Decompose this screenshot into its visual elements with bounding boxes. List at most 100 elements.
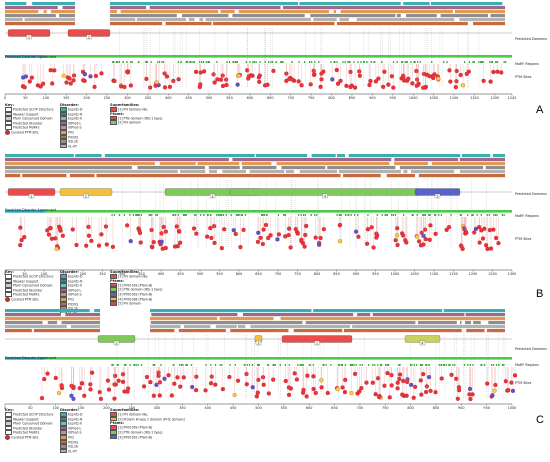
morf-mark — [355, 364, 357, 366]
ptm-site — [86, 233, 92, 238]
ptm-site — [271, 377, 276, 382]
axis-tick-label: 1000 — [409, 96, 418, 100]
morf-mark — [450, 214, 452, 216]
morf-mark — [406, 61, 408, 63]
disorder-track-bar — [60, 18, 75, 22]
ptm-site — [205, 234, 210, 239]
disorder-track-gap — [147, 321, 151, 325]
ptm-site — [492, 388, 497, 393]
legend-swatch — [60, 143, 67, 149]
morf-mark — [471, 214, 473, 216]
ptm-site — [473, 226, 479, 231]
ptm-site — [53, 236, 58, 241]
legend-disorder-label: PrDOS — [68, 301, 79, 306]
ptm-site — [357, 69, 362, 74]
ptm-site — [406, 76, 411, 81]
legend-key-item: Pfam Conserved Domain — [5, 283, 75, 288]
disorder-track-gap — [245, 170, 250, 174]
ptm-site — [212, 224, 217, 229]
ptm-site — [481, 78, 486, 83]
morf-mark — [267, 364, 269, 366]
disorder-track-gap — [480, 321, 486, 325]
morf-mark — [111, 364, 113, 366]
ptm-site — [231, 228, 236, 233]
disorder-track-gap — [302, 321, 306, 325]
ptm-site — [357, 73, 362, 78]
morf-mark — [190, 364, 193, 366]
legend-swatch — [110, 291, 117, 297]
legend-swatch — [5, 283, 12, 288]
legend-disorder-label: PrDOS — [68, 134, 79, 139]
legend-disorder-label: Espritz-X — [68, 283, 82, 288]
morf-mark — [491, 61, 493, 63]
disorder-track-bar — [5, 6, 60, 10]
legend-disorder-item: Espritz-N — [60, 111, 110, 117]
disorder-agreement-label: Predicted Disorder Agreement — [5, 208, 57, 212]
axis-tick-label: 800 — [314, 272, 320, 276]
ptm-site — [454, 68, 459, 74]
disorder-track-gap — [502, 2, 508, 6]
morf-mark — [438, 364, 440, 366]
disorder-agreement-bar — [5, 55, 512, 58]
disorder-track-bar — [150, 317, 505, 321]
ptm-site — [151, 393, 156, 398]
disorder-track-bar — [5, 162, 60, 166]
disorder-track-gap — [60, 313, 66, 317]
ptm-site — [424, 384, 429, 389]
disorder-track-bar — [112, 158, 505, 162]
ptm-site — [395, 380, 400, 385]
legend-disorder-label: PV2 — [68, 130, 75, 135]
morf-mark — [183, 214, 185, 216]
morf-mark — [381, 61, 383, 63]
ptm-site — [105, 378, 110, 383]
ptm-site — [436, 76, 441, 81]
morf-mark — [284, 214, 286, 216]
morf-mark — [399, 364, 401, 366]
ptm-site — [227, 374, 232, 380]
ptm-site — [414, 83, 419, 88]
disorder-track-gap — [103, 6, 109, 10]
axis-tick-label: 450 — [185, 96, 191, 100]
legend-pfam-item: [2] PTB domain (IRS-1 type) — [110, 429, 260, 435]
panel-c: 2 3 1 4 0 50 100 150 200 250 300 350 400 450 500 550 600… — [0, 307, 550, 462]
morf-mark — [273, 364, 275, 366]
axis-tick-label: 1050 — [429, 96, 438, 100]
ptm-site — [220, 387, 225, 392]
disorder-track-gap — [454, 170, 460, 174]
axis-tick-label: 0 — [4, 272, 6, 276]
axis-tick-label: 50 — [23, 96, 27, 100]
legend-key-label: Curated PTM Site — [11, 130, 39, 135]
morf-mark — [341, 364, 343, 366]
ptm-site — [171, 78, 176, 83]
ptm-site — [23, 74, 29, 79]
disorder-track-gap — [180, 325, 184, 329]
ptm-site — [460, 83, 466, 88]
ptm-site — [148, 380, 153, 385]
ptm-site — [198, 70, 203, 75]
morf-mark — [283, 214, 285, 216]
morf-mark — [350, 364, 353, 366]
axis-tick-label: 900 — [353, 272, 359, 276]
morf-mark — [129, 364, 131, 366]
ptm-site — [256, 75, 261, 80]
legend-swatch — [110, 120, 117, 125]
ptm-site — [417, 239, 422, 244]
morf-mark — [145, 61, 147, 63]
legend-superfamilies: Superfamilies: [1] PH domain-like Pfams: [1… — [110, 103, 260, 125]
disorder-track-gap — [293, 170, 300, 174]
disorder-track-gap — [254, 154, 256, 158]
morf-mark — [274, 364, 276, 366]
ptm-site — [64, 80, 69, 85]
morf-mark — [416, 364, 418, 366]
ptm-site — [352, 371, 358, 376]
axis-tick-label: 200 — [80, 272, 86, 276]
panel-a: 1 2 0 50 100 150 200 250 300 350 400 450 500 550 600 65… — [0, 0, 550, 152]
legend-key-title: Key: — [5, 270, 14, 274]
morf-mark — [503, 364, 505, 366]
legend-disorder-label: IUPred-L — [68, 426, 82, 431]
axis-tick-label: 300 — [119, 272, 125, 276]
ptm-site — [421, 372, 426, 377]
morf-mark — [112, 61, 114, 63]
ptm-site — [92, 84, 97, 90]
legend-key-item: Curated PTM Site — [5, 435, 75, 441]
